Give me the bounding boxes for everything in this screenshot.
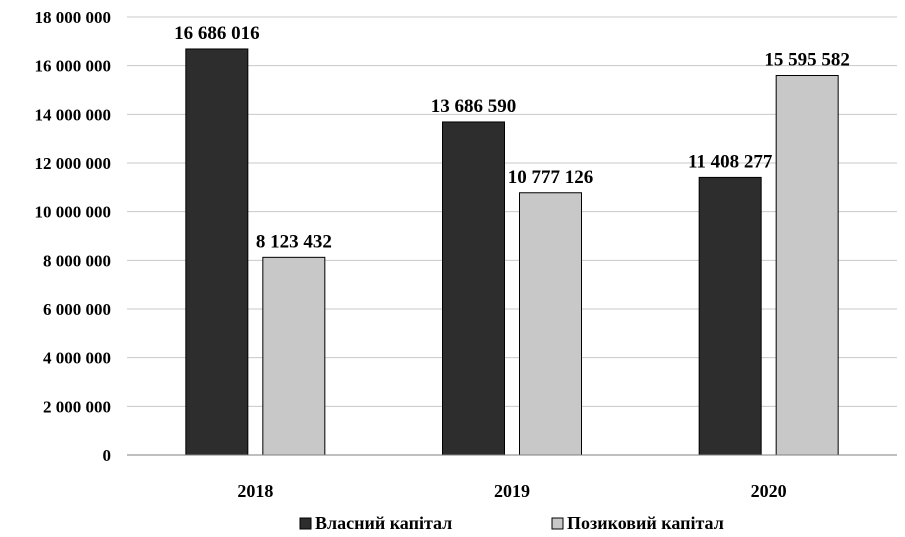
y-tick-label: 10 000 000 (35, 203, 112, 222)
y-tick-label: 14 000 000 (35, 105, 112, 124)
data-labels: 16 686 016 8 123 432 13 686 590 10 777 126 1… (174, 23, 850, 252)
legend-label: Власний капітал (315, 513, 452, 533)
data-label: 13 686 590 (431, 96, 517, 117)
legend-swatch (551, 517, 564, 530)
gridlines (127, 16, 897, 407)
x-tick-label: 2018 (237, 481, 273, 501)
y-axis-tick-labels: 0 2 000 000 4 000 000 6 000 000 8 000 000 10 … (35, 8, 112, 465)
data-label: 16 686 016 (174, 23, 260, 44)
bar-own-capital-2019 (442, 121, 505, 456)
bar-borrowed-capital-2020 (775, 75, 839, 456)
bars (185, 48, 839, 456)
legend-swatch (299, 517, 312, 530)
bar-own-capital-2020 (698, 176, 762, 456)
y-tick-label: 16 000 000 (35, 57, 112, 76)
y-tick-label: 4 000 000 (43, 349, 111, 368)
data-label: 15 595 582 (764, 50, 850, 71)
data-label: 11 408 277 (688, 151, 773, 172)
x-tick-label: 2020 (751, 481, 787, 501)
x-axis-tick-labels: 2018 2019 2020 (237, 481, 786, 501)
y-tick-label: 0 (103, 446, 112, 465)
bar-borrowed-capital-2018 (262, 256, 326, 456)
y-tick-label: 18 000 000 (35, 8, 112, 27)
y-tick-label: 2 000 000 (43, 397, 111, 416)
legend: Власний капітал Позиковий капітал (299, 513, 724, 533)
data-label: 8 123 432 (256, 231, 332, 252)
data-label: 10 777 126 (508, 167, 594, 188)
bar-own-capital-2018 (185, 48, 249, 456)
bar-borrowed-capital-2019 (519, 192, 582, 456)
legend-label: Позиковий капітал (567, 513, 724, 533)
y-tick-label: 8 000 000 (43, 251, 111, 270)
y-tick-label: 12 000 000 (35, 154, 112, 173)
y-tick-label: 6 000 000 (43, 300, 111, 319)
x-tick-label: 2019 (494, 481, 530, 501)
